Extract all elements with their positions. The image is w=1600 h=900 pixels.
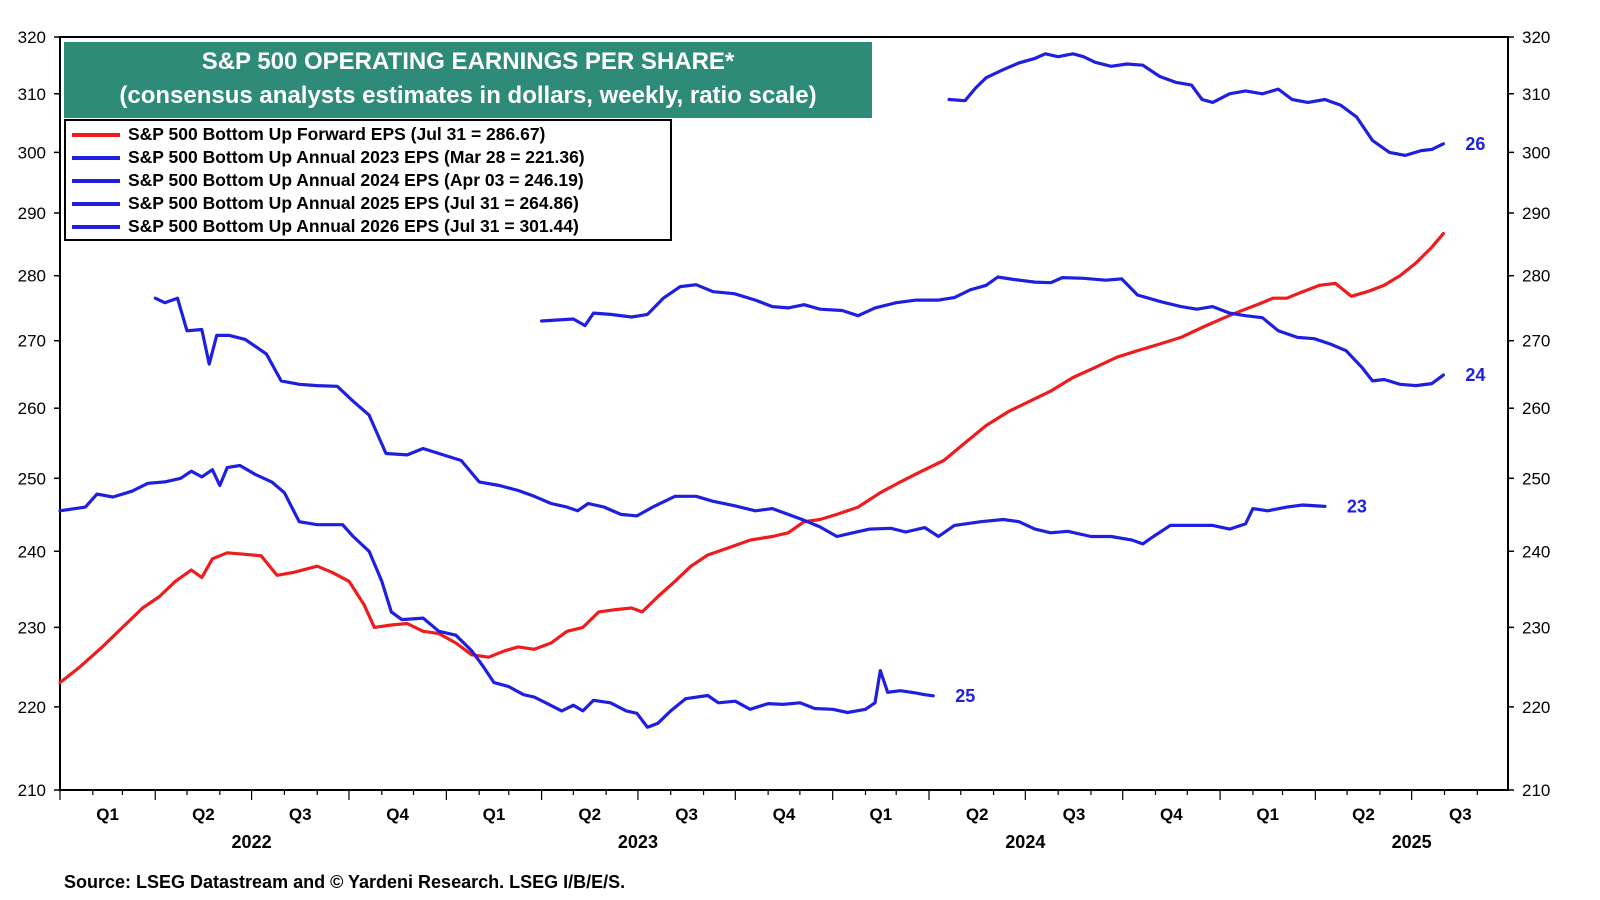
x-quarter-label: Q1 <box>870 805 893 824</box>
x-quarter-label: Q3 <box>1449 805 1472 824</box>
x-quarter-label: Q4 <box>773 805 796 824</box>
y-tick-label-left: 310 <box>18 85 46 104</box>
y-tick-label-right: 240 <box>1522 542 1550 561</box>
legend-item: S&P 500 Bottom Up Annual 2026 EPS (Jul 3… <box>72 215 670 238</box>
legend-swatch <box>72 224 120 229</box>
series-line-2 <box>540 275 1445 388</box>
y-tick-label-left: 260 <box>18 399 46 418</box>
legend-item: S&P 500 Bottom Up Annual 2024 EPS (Apr 0… <box>72 169 670 192</box>
legend-swatch <box>72 178 120 183</box>
y-tick-label-right: 220 <box>1522 698 1550 717</box>
x-quarter-label: Q2 <box>578 805 601 824</box>
y-tick-label-left: 220 <box>18 698 46 717</box>
x-quarter-label: Q4 <box>386 805 409 824</box>
x-quarter-label: Q4 <box>1160 805 1183 824</box>
y-tick-label-left: 300 <box>18 143 46 162</box>
legend-swatch <box>72 201 120 206</box>
series-end-label: 25 <box>955 686 975 706</box>
y-tick-label-right: 290 <box>1522 204 1550 223</box>
y-tick-label-right: 260 <box>1522 399 1550 418</box>
series-line-4 <box>947 52 1445 157</box>
y-tick-label-left: 290 <box>18 204 46 223</box>
y-tick-label-left: 250 <box>18 469 46 488</box>
y-tick-label-right: 210 <box>1522 781 1550 800</box>
y-tick-label-left: 240 <box>18 542 46 561</box>
y-tick-label-left: 280 <box>18 267 46 286</box>
x-quarter-label: Q2 <box>1352 805 1375 824</box>
series-line-3 <box>58 463 935 729</box>
series-end-labels: 23 24 25 26 <box>955 134 1485 706</box>
chart-subtitle: (consensus analysts estimates in dollars… <box>119 82 817 109</box>
series-end-label: 23 <box>1347 496 1367 516</box>
legend-label: S&P 500 Bottom Up Annual 2023 EPS (Mar 2… <box>128 147 585 167</box>
x-year-label: 2025 <box>1392 832 1432 852</box>
plot-frame <box>59 36 1509 791</box>
chart-legend: S&P 500 Bottom Up Forward EPS (Jul 31 = … <box>64 119 672 241</box>
x-year-label: 2023 <box>618 832 658 852</box>
x-quarter-label: Q2 <box>966 805 989 824</box>
legend-label: S&P 500 Bottom Up Annual 2025 EPS (Jul 3… <box>128 193 579 213</box>
y-tick-label-right: 280 <box>1522 267 1550 286</box>
y-tick-label-right: 270 <box>1522 332 1550 351</box>
x-quarter-label: Q3 <box>675 805 698 824</box>
axes-and-ticks: 210 210 220 220 230 230 240 240 250 250 260 260 270 2… <box>18 28 1551 852</box>
x-quarter-label: Q3 <box>289 805 312 824</box>
legend-swatch <box>72 155 120 160</box>
y-tick-label-left: 320 <box>18 28 46 47</box>
y-tick-label-right: 310 <box>1522 85 1550 104</box>
legend-item: S&P 500 Bottom Up Forward EPS (Jul 31 = … <box>72 123 670 146</box>
x-quarter-label: Q3 <box>1063 805 1086 824</box>
legend-label: S&P 500 Bottom Up Annual 2026 EPS (Jul 3… <box>128 216 579 236</box>
x-year-label: 2024 <box>1005 832 1045 852</box>
source-note: Source: LSEG Datastream and © Yardeni Re… <box>64 872 626 892</box>
series-line-1 <box>153 296 1327 546</box>
x-quarter-label: Q1 <box>483 805 506 824</box>
chart-title-box: S&P 500 OPERATING EARNINGS PER SHARE* (c… <box>64 42 872 118</box>
y-tick-label-right: 300 <box>1522 143 1550 162</box>
y-tick-label-right: 320 <box>1522 28 1550 47</box>
series-end-label: 24 <box>1465 365 1485 385</box>
x-quarter-label: Q2 <box>192 805 215 824</box>
y-tick-label-left: 210 <box>18 781 46 800</box>
x-quarter-label: Q1 <box>1256 805 1279 824</box>
series-end-label: 26 <box>1465 134 1485 154</box>
y-tick-label-left: 230 <box>18 618 46 637</box>
chart-title: S&P 500 OPERATING EARNINGS PER SHARE* <box>201 48 735 75</box>
legend-item: S&P 500 Bottom Up Annual 2025 EPS (Jul 3… <box>72 192 670 215</box>
y-tick-label-left: 270 <box>18 332 46 351</box>
series-line-0 <box>58 232 1445 685</box>
x-year-label: 2022 <box>232 832 272 852</box>
y-tick-label-right: 250 <box>1522 469 1550 488</box>
x-quarter-label: Q1 <box>96 805 119 824</box>
legend-label: S&P 500 Bottom Up Annual 2024 EPS (Apr 0… <box>128 170 584 190</box>
series-lines <box>58 52 1445 729</box>
legend-swatch <box>72 132 120 137</box>
legend-item: S&P 500 Bottom Up Annual 2023 EPS (Mar 2… <box>72 146 670 169</box>
y-tick-label-right: 230 <box>1522 618 1550 637</box>
legend-label: S&P 500 Bottom Up Forward EPS (Jul 31 = … <box>128 124 546 144</box>
